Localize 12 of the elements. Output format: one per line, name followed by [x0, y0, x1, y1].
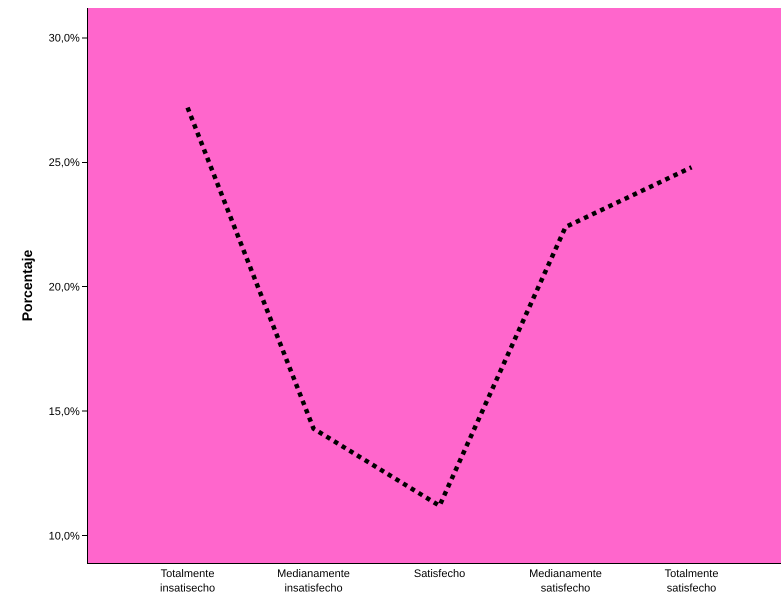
- y-tick-label: 20,0%: [48, 282, 80, 294]
- x-tick-label: Medianamente insatisfecho: [277, 568, 350, 594]
- x-tick-label: Satisfecho: [414, 568, 466, 580]
- line-series: [185, 105, 694, 508]
- y-tick-label: 30,0%: [48, 32, 80, 45]
- x-tick-label: Totalmente insatisecho: [160, 568, 216, 594]
- x-tick-label: Totalmente satisfecho: [664, 568, 718, 594]
- y-tick-label: 10,0%: [48, 530, 80, 542]
- y-tick-label: 25,0%: [48, 157, 80, 170]
- y-tick-label: 15,0%: [48, 406, 80, 418]
- y-axis-title: Porcentaje: [19, 249, 36, 322]
- x-tick-label: Medianamente satisfecho: [529, 568, 602, 594]
